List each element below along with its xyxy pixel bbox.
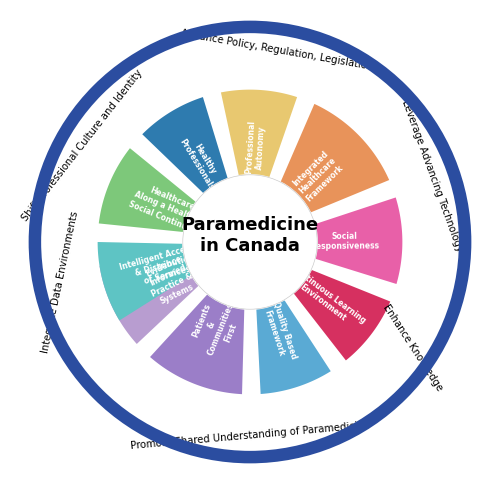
Polygon shape xyxy=(99,148,240,238)
Polygon shape xyxy=(254,253,330,394)
Text: Healthy
Professionals: Healthy Professionals xyxy=(177,132,224,191)
Circle shape xyxy=(183,175,317,309)
Text: Advance Policy, Regulation, Legislation: Advance Policy, Regulation, Legislation xyxy=(180,28,374,72)
Text: Intelligent Access to
& Distribution
of Services: Intelligent Access to & Distribution of … xyxy=(118,240,212,292)
Text: Paramedicine
in Canada: Paramedicine in Canada xyxy=(182,216,318,255)
Polygon shape xyxy=(259,249,390,361)
Text: Quality Based
Framework: Quality Based Framework xyxy=(260,300,298,363)
Text: Social
Responsiveness: Social Responsiveness xyxy=(310,231,379,251)
Polygon shape xyxy=(150,252,246,394)
Text: Continuous Learning
Environment: Continuous Learning Environment xyxy=(284,264,367,333)
Polygon shape xyxy=(221,90,297,231)
Text: Integrate Data Environments: Integrate Data Environments xyxy=(40,211,80,354)
Text: Integrated
Healthcare
Framework: Integrated Healthcare Framework xyxy=(290,148,345,203)
Circle shape xyxy=(26,18,474,466)
Polygon shape xyxy=(98,242,239,320)
Text: Professional
Autonomy: Professional Autonomy xyxy=(244,120,267,175)
Circle shape xyxy=(44,36,456,448)
Text: Evidence
Informed
Practice &
Systems: Evidence Informed Practice & Systems xyxy=(142,252,199,308)
Text: Shift Professional Culture and Identity: Shift Professional Culture and Identity xyxy=(20,67,144,223)
Polygon shape xyxy=(258,104,389,234)
Polygon shape xyxy=(261,197,402,284)
Polygon shape xyxy=(142,97,244,232)
Text: Leverage Advancing Technology: Leverage Advancing Technology xyxy=(400,98,464,253)
Text: Healthcare
Along a Health &
Social Continuum: Healthcare Along a Health & Social Conti… xyxy=(128,180,209,236)
Text: Patients
&
Communities
First: Patients & Communities First xyxy=(186,293,245,361)
Text: Enhance Knowledge: Enhance Knowledge xyxy=(381,302,444,393)
Text: Promote Shared Understanding of Paramedicine: Promote Shared Understanding of Paramedi… xyxy=(130,421,370,451)
Polygon shape xyxy=(100,247,240,344)
